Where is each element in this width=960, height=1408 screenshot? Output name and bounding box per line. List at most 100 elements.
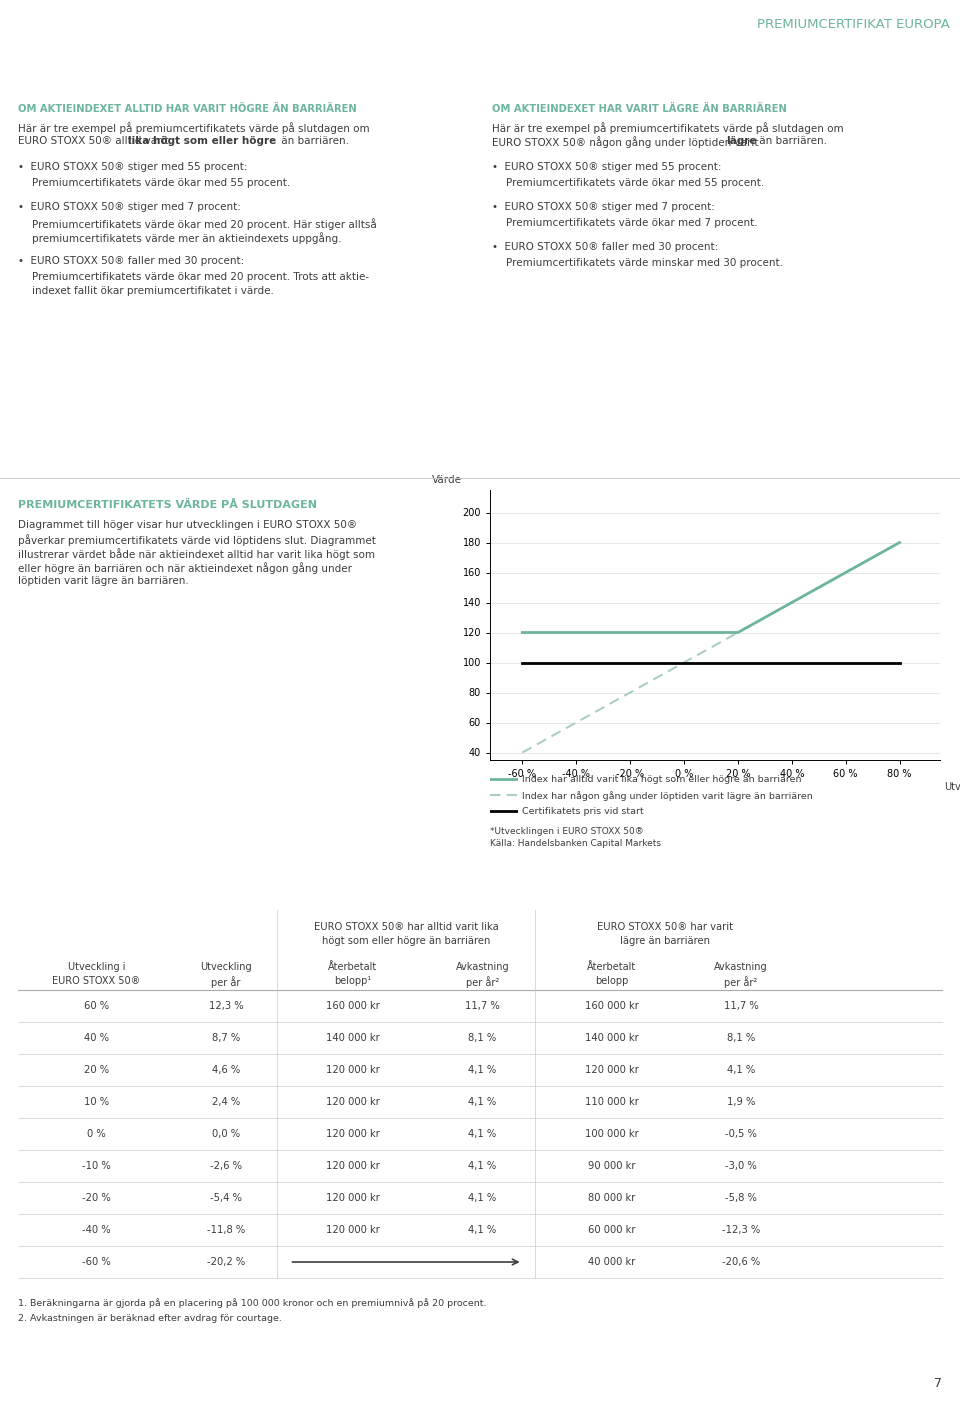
Text: 12,3 %: 12,3 % [208,1001,243,1011]
Text: OM AKTIEINDEXET ALLTID HAR VARIT HÖGRE ÄN BARRIÄREN: OM AKTIEINDEXET ALLTID HAR VARIT HÖGRE Ä… [18,104,357,114]
Text: Premiumcertifikatets värde ökar med 55 procent.: Premiumcertifikatets värde ökar med 55 p… [506,177,764,189]
Text: premiumcertifikatets värde mer än aktieindexets uppgång.: premiumcertifikatets värde mer än aktiei… [32,232,342,244]
Text: -11,8 %: -11,8 % [206,1225,245,1235]
Text: 120 000 kr: 120 000 kr [326,1097,380,1107]
Text: belopp¹: belopp¹ [334,976,372,986]
Text: Premiumcertifikatets värde ökar med 20 procent. Här stiger alltså: Premiumcertifikatets värde ökar med 20 p… [32,218,376,230]
Text: EURO STOXX 50® alltid varit: EURO STOXX 50® alltid varit [18,137,172,146]
Text: -60 %: -60 % [83,1257,111,1267]
Text: högt som eller högre än barriären: högt som eller högre än barriären [322,936,491,946]
Text: 1. Beräkningarna är gjorda på en placering på 100 000 kronor och en premiumnivå : 1. Beräkningarna är gjorda på en placeri… [18,1298,487,1308]
Text: 4,1 %: 4,1 % [468,1193,496,1202]
Text: OM AKTIEINDEXET HAR VARIT LÄGRE ÄN BARRIÄREN: OM AKTIEINDEXET HAR VARIT LÄGRE ÄN BARRI… [492,104,787,114]
Text: 40 000 kr: 40 000 kr [588,1257,636,1267]
Text: än barriären.: än barriären. [756,137,827,146]
Text: än barriären.: än barriären. [278,137,349,146]
Text: 120 000 kr: 120 000 kr [585,1064,638,1074]
Text: •  EURO STOXX 50® stiger med 7 procent:: • EURO STOXX 50® stiger med 7 procent: [18,201,241,213]
Text: EURO STOXX 50® har varit: EURO STOXX 50® har varit [597,922,732,932]
Text: 8,1 %: 8,1 % [727,1033,756,1043]
Text: -12,3 %: -12,3 % [722,1225,760,1235]
Text: PREMIUMCERTIFIKATETS VÄRDE PÅ SLUTDAGEN: PREMIUMCERTIFIKATETS VÄRDE PÅ SLUTDAGEN [18,500,317,510]
Text: illustrerar värdet både när aktieindexet alltid har varit lika högt som: illustrerar värdet både när aktieindexet… [18,548,375,560]
Text: Index har alltid varit lika högt som eller högre än barriären: Index har alltid varit lika högt som ell… [522,774,802,784]
Text: Här är tre exempel på premiumcertifikatets värde på slutdagen om: Här är tre exempel på premiumcertifikate… [18,122,370,134]
Text: 40 %: 40 % [84,1033,109,1043]
Text: 2. Avkastningen är beräknad efter avdrag för courtage.: 2. Avkastningen är beräknad efter avdrag… [18,1314,282,1324]
Text: 4,1 %: 4,1 % [468,1097,496,1107]
Text: per år: per år [211,976,241,988]
Text: •  EURO STOXX 50® stiger med 7 procent:: • EURO STOXX 50® stiger med 7 procent: [492,201,715,213]
Text: 1,9 %: 1,9 % [727,1097,756,1107]
Text: lägre än barriären: lägre än barriären [620,936,709,946]
Text: 0 %: 0 % [87,1129,106,1139]
Text: Utveckling i: Utveckling i [68,962,126,972]
Text: 80 000 kr: 80 000 kr [588,1193,636,1202]
Text: påverkar premiumcertifikatets värde vid löptidens slut. Diagrammet: påverkar premiumcertifikatets värde vid … [18,534,376,546]
Text: -10 %: -10 % [83,1162,111,1171]
Text: Premiumcertifikatets värde ökar med 7 procent.: Premiumcertifikatets värde ökar med 7 pr… [506,218,757,228]
Text: -20 %: -20 % [83,1193,111,1202]
Text: Avkastning: Avkastning [714,962,768,972]
Text: -20,6 %: -20,6 % [722,1257,760,1267]
Text: Källa: Handelsbanken Capital Markets: Källa: Handelsbanken Capital Markets [490,839,661,848]
Text: Återbetalt: Återbetalt [328,962,377,972]
Text: Utveckling: Utveckling [200,962,252,972]
Text: Premiumcertifikatets värde minskar med 30 procent.: Premiumcertifikatets värde minskar med 3… [506,258,783,268]
Text: 4,1 %: 4,1 % [727,1064,756,1074]
Text: belopp: belopp [595,976,629,986]
Text: EURO STOXX 50® någon gång under löptiden varit: EURO STOXX 50® någon gång under löptiden… [492,137,761,148]
Text: 100 000 kr: 100 000 kr [585,1129,638,1139]
Text: *Utvecklingen i EURO STOXX 50®: *Utvecklingen i EURO STOXX 50® [490,826,644,836]
Text: PREMIUMCERTIFIKAT EUROPA: PREMIUMCERTIFIKAT EUROPA [757,18,950,31]
Text: 60 %: 60 % [84,1001,109,1011]
Text: Avkastning: Avkastning [455,962,509,972]
Text: 140 000 kr: 140 000 kr [326,1033,380,1043]
Text: 60 000 kr: 60 000 kr [588,1225,636,1235]
Text: -3,0 %: -3,0 % [725,1162,756,1171]
Text: 160 000 kr: 160 000 kr [585,1001,638,1011]
Text: eller högre än barriären och när aktieindexet någon gång under: eller högre än barriären och när aktiein… [18,562,352,574]
Text: Premiumcertifikatets värde ökar med 55 procent.: Premiumcertifikatets värde ökar med 55 p… [32,177,290,189]
Text: •  EURO STOXX 50® stiger med 55 procent:: • EURO STOXX 50® stiger med 55 procent: [492,162,722,172]
Text: -5,8 %: -5,8 % [725,1193,757,1202]
Text: EURO STOXX 50®: EURO STOXX 50® [53,976,141,986]
Text: •  EURO STOXX 50® stiger med 55 procent:: • EURO STOXX 50® stiger med 55 procent: [18,162,248,172]
Text: löptiden varit lägre än barriären.: löptiden varit lägre än barriären. [18,576,189,586]
Text: 8,7 %: 8,7 % [212,1033,240,1043]
Text: Utveckling*: Utveckling* [945,781,960,791]
Text: •  EURO STOXX 50® faller med 30 procent:: • EURO STOXX 50® faller med 30 procent: [18,256,244,266]
Text: 0,0 %: 0,0 % [212,1129,240,1139]
Text: MÖJLIGA UTFALL PÅ SLUTDAGEN: MÖJLIGA UTFALL PÅ SLUTDAGEN [14,62,242,77]
Text: 120 000 kr: 120 000 kr [326,1162,380,1171]
Text: 120 000 kr: 120 000 kr [326,1129,380,1139]
Text: 10 %: 10 % [84,1097,109,1107]
Text: -5,4 %: -5,4 % [210,1193,242,1202]
Text: 110 000 kr: 110 000 kr [585,1097,638,1107]
Text: per år²: per år² [466,976,499,988]
Text: 20 %: 20 % [84,1064,109,1074]
Text: 120 000 kr: 120 000 kr [326,1193,380,1202]
Text: 160 000 kr: 160 000 kr [326,1001,380,1011]
Text: -2,6 %: -2,6 % [210,1162,242,1171]
Text: EURO STOXX 50® har alltid varit lika: EURO STOXX 50® har alltid varit lika [314,922,498,932]
Text: 11,7 %: 11,7 % [465,1001,500,1011]
Text: 4,1 %: 4,1 % [468,1129,496,1139]
Text: 4,1 %: 4,1 % [468,1162,496,1171]
Text: -20,2 %: -20,2 % [206,1257,245,1267]
Text: 4,6 %: 4,6 % [212,1064,240,1074]
Text: 8,1 %: 8,1 % [468,1033,496,1043]
Text: Återbetalt: Återbetalt [588,962,636,972]
Text: Index har någon gång under löptiden varit lägre än barriären: Index har någon gång under löptiden vari… [522,791,813,801]
Text: SÅ HÄR KAN DET BLI¹: SÅ HÄR KAN DET BLI¹ [14,881,165,894]
Text: lägre: lägre [726,137,756,146]
Text: indexet fallit ökar premiumcertifikatet i värde.: indexet fallit ökar premiumcertifikatet … [32,286,274,296]
Text: 120 000 kr: 120 000 kr [326,1225,380,1235]
Text: Certifikatets pris vid start: Certifikatets pris vid start [522,807,644,817]
Text: -0,5 %: -0,5 % [725,1129,757,1139]
Text: 90 000 kr: 90 000 kr [588,1162,636,1171]
Text: 11,7 %: 11,7 % [724,1001,758,1011]
Text: -40 %: -40 % [83,1225,110,1235]
Text: Värde: Värde [431,474,462,484]
Text: Diagrammet till höger visar hur utvecklingen i EURO STOXX 50®: Diagrammet till höger visar hur utveckli… [18,520,357,529]
